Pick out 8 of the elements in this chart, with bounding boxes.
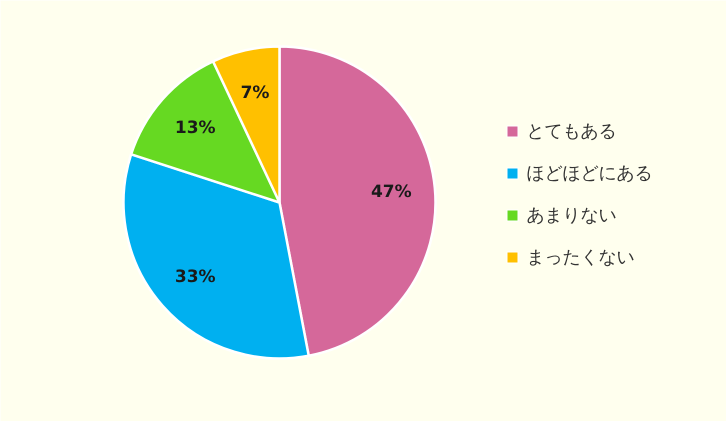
legend-label: あまりない bbox=[526, 205, 616, 226]
legend-label: ほどほどにある bbox=[526, 163, 652, 184]
data-label: 33% bbox=[174, 266, 216, 287]
data-label: 47% bbox=[370, 182, 412, 202]
legend-label: とてもある bbox=[526, 121, 616, 142]
data-label: 7% bbox=[240, 82, 270, 103]
legend-label: まったくない bbox=[526, 247, 634, 268]
data-label: 13% bbox=[174, 118, 216, 138]
